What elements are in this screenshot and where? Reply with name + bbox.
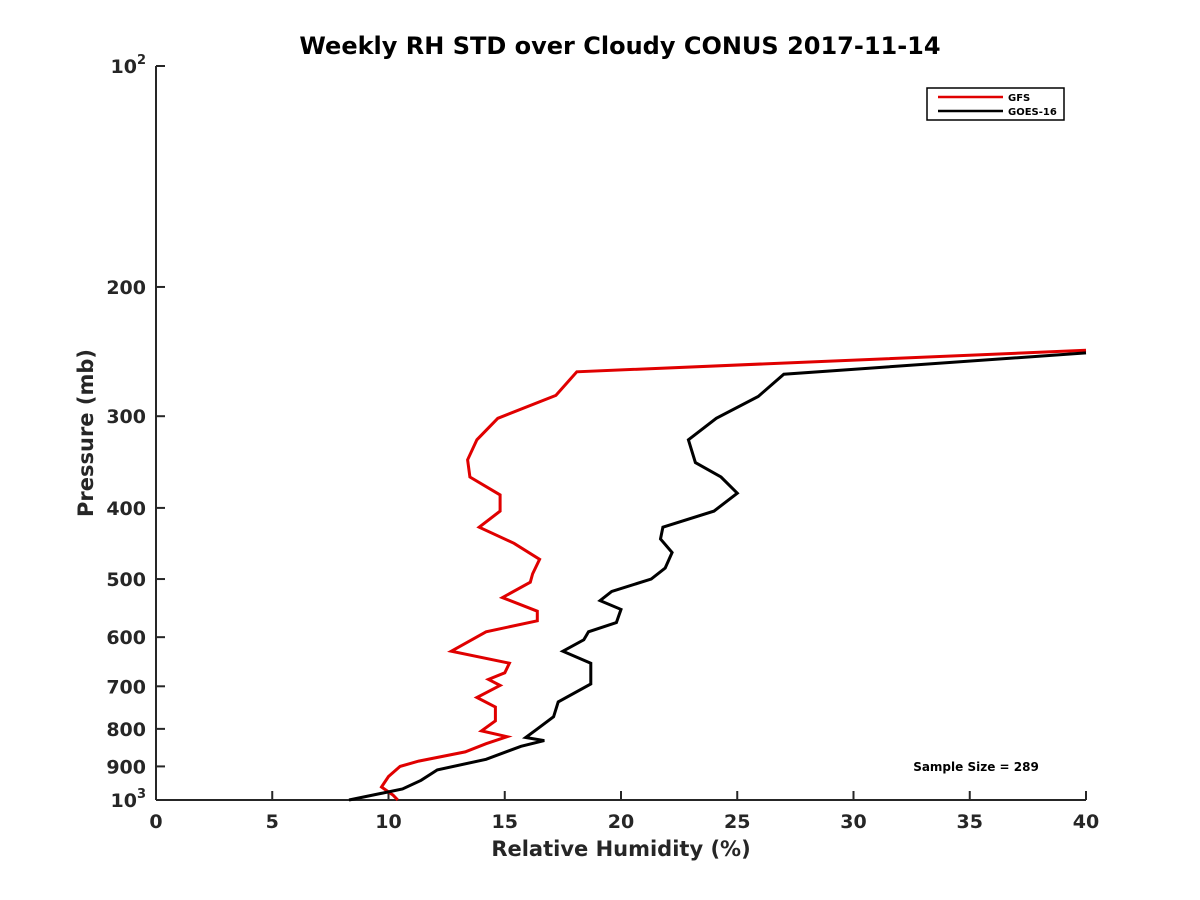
x-tick-label: 0 [149,811,162,833]
x-tick-label: 15 [492,811,518,833]
legend-box [926,87,1065,121]
y-tick-label: 700 [106,676,146,698]
y-tick-label: 600 [106,627,146,649]
y-tick-label: 500 [106,569,146,591]
x-tick-label: 30 [840,811,866,833]
x-tick-label: 40 [1073,811,1099,833]
series-line-gfs [379,348,1087,802]
y-tick-label: 300 [106,406,146,428]
legend-label-goes-16: GOES-16 [1008,107,1057,118]
x-axis-ticks: 0 5 10 15 20 25 30 35 40 [149,791,1099,833]
series-layer [348,348,1087,802]
sample-size-annotation: Sample Size = 289 [913,760,1039,774]
y-tick-label: 200 [106,277,146,299]
chart-title: Weekly RH STD over Cloudy CONUS 2017-11-… [299,32,940,60]
x-tick-label: 10 [375,811,401,833]
y-tick-label: 400 [106,498,146,520]
legend-label-gfs: GFS [1008,93,1030,104]
y-tick-label: 103 [111,787,147,812]
plot-area [155,66,1086,801]
x-tick-label: 35 [957,811,983,833]
y-axis-ticks: 102 200 300 400 500 600 700 800 900 103 [106,53,165,812]
legend: GFS GOES-16 [926,87,1065,121]
x-tick-label: 25 [724,811,750,833]
y-tick-label: 102 [111,53,147,78]
y-tick-label: 800 [106,719,146,741]
x-tick-label: 20 [608,811,634,833]
x-axis-label: Relative Humidity (%) [491,837,750,861]
series-line-goes-16 [348,351,1087,802]
y-axis-label: Pressure (mb) [74,349,98,517]
y-tick-label: 900 [106,756,146,778]
plot-background [156,66,1086,800]
x-tick-label: 5 [266,811,279,833]
